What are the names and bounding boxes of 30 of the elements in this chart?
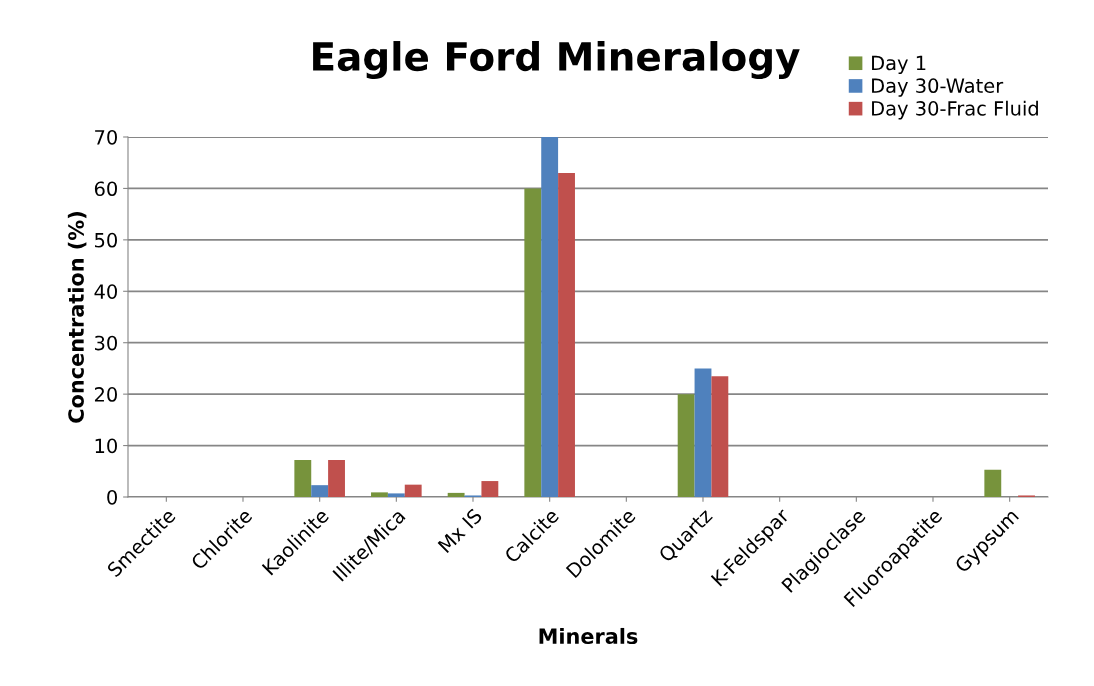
chart-title: Eagle Ford Mineralogy [313, 41, 800, 79]
y-tick-label: 50 [95, 232, 117, 248]
bar [387, 493, 405, 497]
y-tick-label: 0 [107, 489, 117, 505]
bar [541, 137, 559, 497]
y-tick-label: 20 [94, 387, 117, 402]
y-axis-title: Concentration (%) [67, 212, 87, 423]
bar [677, 394, 695, 497]
bar [294, 459, 312, 497]
bar [524, 188, 542, 497]
y-tick-label: 70 [95, 129, 117, 145]
y-tick-label: 30 [95, 335, 117, 351]
y-tick-label: 40 [94, 284, 117, 299]
bar [694, 368, 712, 497]
bar [404, 484, 422, 497]
legend-label: Day 1 [872, 55, 926, 75]
bar [447, 492, 465, 497]
x-axis-title: Minerals [539, 627, 638, 645]
bar [371, 492, 388, 497]
legend-label: Day 30-Water [872, 78, 1004, 97]
y-tick-label: 10 [95, 438, 117, 454]
y-tick-label: 60 [94, 181, 117, 197]
bar [984, 469, 1002, 497]
x-tick-label: Mx IS [437, 507, 483, 554]
bar [481, 481, 499, 497]
bar [328, 459, 345, 497]
bar [711, 376, 729, 497]
bar [558, 173, 575, 497]
bar [311, 485, 329, 497]
legend-label: Day 30-Frac Fluid [872, 100, 1038, 120]
